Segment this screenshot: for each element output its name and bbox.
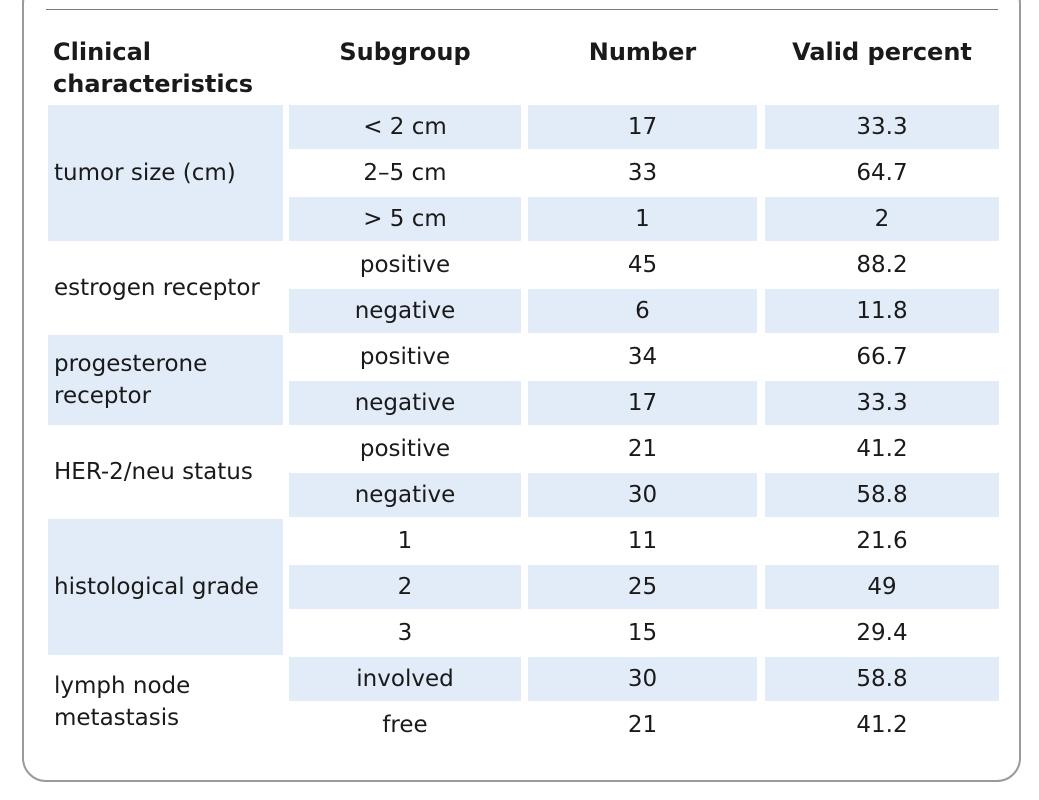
- top-rule: [46, 9, 998, 10]
- characteristic-text: HER-2/neu status: [54, 459, 253, 485]
- subgroup-cell: positive: [359, 252, 451, 278]
- header-subgroup: Subgroup: [339, 38, 471, 66]
- percent-cell: 88.2: [856, 252, 908, 278]
- characteristic-text: progesterone receptor: [54, 351, 208, 409]
- number-cell: 17: [528, 381, 757, 425]
- subgroup-cell: free: [382, 712, 428, 738]
- characteristic-label: lymph node metastasis: [48, 657, 283, 747]
- percent-cell: 58.8: [765, 473, 999, 517]
- number-cell: 21: [627, 712, 658, 738]
- percent-cell: 41.2: [856, 712, 908, 738]
- number-cell: 21: [627, 436, 658, 462]
- subgroup-cell: negative: [289, 381, 521, 425]
- subgroup-cell: negative: [289, 473, 521, 517]
- subgroup-cell: positive: [359, 436, 451, 462]
- header-number: Number: [588, 38, 697, 66]
- subgroup-cell: > 5 cm: [289, 197, 521, 241]
- header-characteristics: Clinical characteristics: [53, 38, 254, 98]
- characteristic-label: progesterone receptor: [48, 335, 283, 425]
- characteristic-text: estrogen receptor: [54, 275, 260, 301]
- percent-cell: 41.2: [856, 436, 908, 462]
- number-cell: 25: [528, 565, 757, 609]
- subgroup-cell: 3: [397, 620, 413, 646]
- number-cell: 30: [528, 473, 757, 517]
- percent-cell: 64.7: [856, 160, 908, 186]
- characteristic-label: HER-2/neu status: [48, 427, 283, 517]
- percent-cell: 11.8: [765, 289, 999, 333]
- characteristic-label: histological grade: [48, 519, 283, 655]
- subgroup-cell: positive: [359, 344, 451, 370]
- percent-cell: 21.6: [856, 528, 908, 554]
- number-cell: 17: [528, 105, 757, 149]
- number-cell: 6: [528, 289, 757, 333]
- percent-cell: 49: [765, 565, 999, 609]
- percent-cell: 2: [765, 197, 999, 241]
- number-cell: 30: [528, 657, 757, 701]
- clinical-table: Clinical characteristics Subgroup Number…: [48, 0, 999, 800]
- subgroup-cell: involved: [289, 657, 521, 701]
- characteristic-label: tumor size (cm): [48, 105, 283, 241]
- header-valid-percent: Valid percent: [792, 38, 972, 66]
- percent-cell: 66.7: [856, 344, 908, 370]
- characteristic-text: lymph node metastasis: [54, 673, 191, 731]
- number-cell: 15: [627, 620, 658, 646]
- subgroup-cell: negative: [289, 289, 521, 333]
- characteristic-text: tumor size (cm): [54, 160, 236, 186]
- percent-cell: 33.3: [765, 381, 999, 425]
- subgroup-cell: < 2 cm: [289, 105, 521, 149]
- percent-cell: 58.8: [765, 657, 999, 701]
- percent-cell: 29.4: [856, 620, 908, 646]
- characteristic-label: estrogen receptor: [48, 243, 283, 333]
- subgroup-cell: 2: [289, 565, 521, 609]
- number-cell: 11: [627, 528, 658, 554]
- number-cell: 1: [528, 197, 757, 241]
- characteristic-text: histological grade: [54, 574, 259, 600]
- number-cell: 45: [627, 252, 658, 278]
- subgroup-cell: 1: [397, 528, 413, 554]
- number-cell: 33: [627, 160, 658, 186]
- subgroup-cell: 2–5 cm: [363, 160, 447, 186]
- percent-cell: 33.3: [765, 105, 999, 149]
- number-cell: 34: [627, 344, 658, 370]
